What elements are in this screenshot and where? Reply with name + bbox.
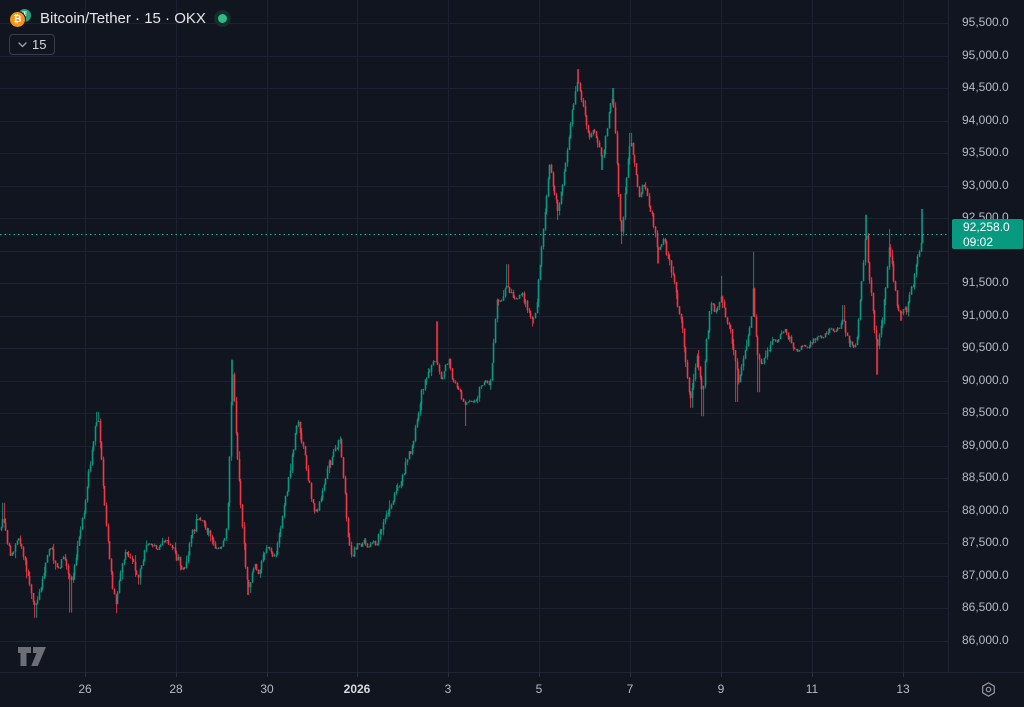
time-tick-label: 13 — [896, 682, 910, 696]
time-tickmark — [448, 673, 449, 677]
time-tick-label: 11 — [805, 682, 819, 696]
time-tickmark — [267, 673, 268, 677]
time-tickmark — [85, 673, 86, 677]
time-tickmark — [176, 673, 177, 677]
time-tick-label: 3 — [444, 682, 452, 696]
price-tick-label: 89,000.0 — [962, 437, 1009, 452]
time-axis[interactable]: 26 28 30 2026 3 5 7 9 11 13 — [0, 672, 1024, 707]
time-tickmark — [903, 673, 904, 677]
bar-countdown: 09:02 — [963, 235, 994, 249]
price-tick-label: 90,000.0 — [962, 372, 1009, 387]
last-price-value: 92,258.0 — [963, 220, 1010, 234]
candlestick-chart-canvas[interactable] — [0, 0, 948, 672]
interval-label: 15 — [32, 37, 47, 52]
price-tick-label: 86,000.0 — [962, 632, 1009, 647]
time-tickmark — [630, 673, 631, 677]
axis-settings-gear-icon[interactable] — [980, 681, 997, 698]
chart-plot-area[interactable]: ₮ ₿ Bitcoin/Tether · 15 · OKX 15 — [0, 0, 948, 672]
market-open-dot-icon — [217, 13, 227, 23]
price-tick-label: 94,500.0 — [962, 80, 1009, 94]
bitcoin-icon: ₿ — [9, 10, 26, 28]
symbol-row[interactable]: ₮ ₿ Bitcoin/Tether · 15 · OKX — [9, 8, 227, 28]
symbol-logo: ₮ ₿ — [9, 8, 33, 28]
time-tick-label: 26 — [78, 682, 92, 696]
time-tick-label: 30 — [260, 682, 274, 696]
interval-dropdown[interactable]: 15 — [9, 34, 56, 55]
price-tick-label: 91,000.0 — [962, 307, 1009, 322]
price-tick-label: 87,000.0 — [962, 567, 1009, 582]
time-tick-label: 2026 — [343, 682, 371, 696]
time-tickmark — [812, 673, 813, 677]
price-axis[interactable]: 92,258.0 09:02 95,500.0 95,000.0 94,500.0 9… — [948, 0, 1024, 672]
price-tick-label: 95,000.0 — [962, 47, 1009, 62]
price-tick-label: 87,500.0 — [962, 535, 1009, 549]
last-price-label: 92,258.0 09:02 — [952, 219, 1023, 249]
price-tick-label: 91,500.0 — [962, 275, 1009, 289]
time-tick-label: 7 — [626, 682, 634, 696]
price-tick-label: 88,000.0 — [962, 502, 1009, 517]
time-tickmark — [721, 673, 722, 677]
chevron-down-icon — [18, 41, 27, 47]
price-tick-label: 93,000.0 — [962, 177, 1009, 192]
price-tick-label: 89,500.0 — [962, 405, 1009, 419]
price-tick-label: 90,500.0 — [962, 340, 1009, 354]
tradingview-logo[interactable] — [17, 646, 47, 668]
time-tick-label: 9 — [717, 682, 725, 696]
price-tick-label: 95,500.0 — [962, 15, 1009, 29]
symbol-title[interactable]: Bitcoin/Tether · 15 · OKX — [40, 9, 206, 27]
time-tick-label: 5 — [535, 682, 543, 696]
price-tick-label: 86,500.0 — [962, 600, 1009, 614]
time-tickmark — [539, 673, 540, 677]
chart-legend: ₮ ₿ Bitcoin/Tether · 15 · OKX 15 — [9, 8, 227, 55]
time-tickmark — [357, 673, 358, 677]
price-tick-label: 93,500.0 — [962, 145, 1009, 159]
price-tick-label: 88,500.0 — [962, 470, 1009, 484]
time-tick-label: 28 — [169, 682, 183, 696]
price-tick-label: 94,000.0 — [962, 112, 1009, 127]
